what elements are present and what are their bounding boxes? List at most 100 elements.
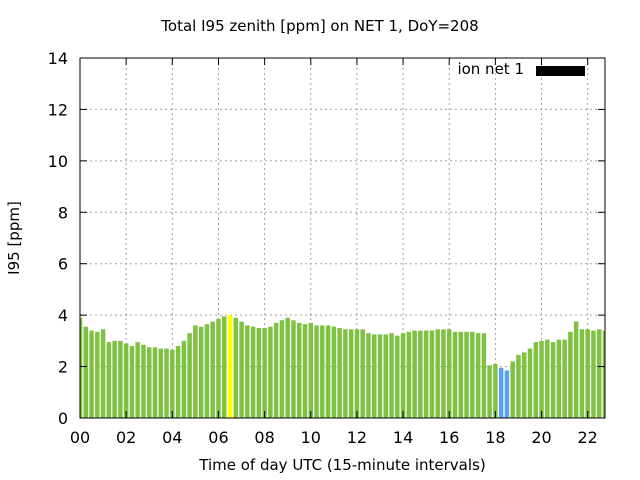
x-tick-label: 04 xyxy=(162,428,182,447)
bar xyxy=(245,325,250,418)
bar xyxy=(412,330,417,418)
bar xyxy=(268,326,273,418)
bar xyxy=(579,329,585,418)
bar xyxy=(158,348,164,418)
bar xyxy=(545,339,550,418)
bar xyxy=(233,317,239,418)
bar xyxy=(100,329,106,418)
chart-title: Total I95 zenith [ppm] on NET 1, DoY=208 xyxy=(161,17,479,35)
bar xyxy=(146,347,152,418)
bar xyxy=(291,320,296,418)
bar xyxy=(360,329,365,418)
bar xyxy=(325,325,331,418)
bar xyxy=(198,326,204,418)
bar xyxy=(366,333,371,418)
bar xyxy=(343,329,348,418)
bar xyxy=(337,328,342,418)
bar xyxy=(112,340,117,418)
y-tick-label: 10 xyxy=(48,152,68,171)
bar xyxy=(216,319,221,418)
bar xyxy=(221,316,227,418)
bar xyxy=(481,333,487,418)
plot-frame xyxy=(79,57,606,419)
bar xyxy=(152,347,158,418)
bar xyxy=(493,364,498,418)
y-tick-label: 14 xyxy=(48,49,68,68)
bar xyxy=(475,333,481,418)
x-tick-label: 18 xyxy=(485,428,505,447)
bar xyxy=(273,322,279,418)
bar xyxy=(452,331,458,418)
bar xyxy=(516,355,521,418)
bar xyxy=(389,333,394,418)
x-tick-label: 16 xyxy=(439,428,459,447)
bar xyxy=(302,324,308,418)
bar xyxy=(314,325,319,418)
bar xyxy=(170,349,175,418)
bar xyxy=(498,367,504,418)
bar xyxy=(210,321,215,418)
x-tick-label: 14 xyxy=(393,428,413,447)
bar xyxy=(135,342,140,418)
bar xyxy=(562,339,567,418)
y-tick-label: 6 xyxy=(58,255,68,274)
bar xyxy=(80,317,83,418)
bar xyxy=(510,361,515,418)
bar xyxy=(377,334,383,418)
bar xyxy=(129,346,135,418)
bar xyxy=(470,331,475,418)
bar xyxy=(568,331,573,418)
x-axis-label: Time of day UTC (15-minute intervals) xyxy=(199,456,486,474)
bar xyxy=(446,329,452,418)
bar xyxy=(441,329,446,418)
bar xyxy=(320,325,325,418)
bar xyxy=(423,330,429,418)
bar xyxy=(573,321,579,418)
x-tick-label: 06 xyxy=(208,428,228,447)
legend-swatch xyxy=(536,66,585,76)
bar xyxy=(596,329,602,418)
bar xyxy=(181,340,187,418)
y-tick-label: 0 xyxy=(58,409,68,428)
bar xyxy=(89,330,94,418)
bar xyxy=(95,331,100,418)
bar xyxy=(371,334,377,418)
x-tick-label: 00 xyxy=(70,428,90,447)
bar xyxy=(123,343,129,418)
bar xyxy=(348,329,354,418)
bar xyxy=(591,330,596,418)
x-tick-label: 02 xyxy=(116,428,136,447)
bar xyxy=(487,365,492,418)
bar xyxy=(527,348,533,418)
y-tick-label: 4 xyxy=(58,306,68,325)
y-tick-label: 12 xyxy=(48,100,68,119)
bar xyxy=(550,342,556,418)
bar xyxy=(187,333,192,418)
bar xyxy=(458,331,464,418)
bar xyxy=(279,320,285,418)
bar xyxy=(106,342,112,418)
bar xyxy=(331,326,337,418)
bar xyxy=(400,333,406,418)
bar xyxy=(602,330,605,418)
bar xyxy=(118,340,123,418)
bar xyxy=(556,339,562,418)
x-tick-label: 10 xyxy=(301,428,321,447)
bar xyxy=(383,334,389,418)
y-tick-label: 2 xyxy=(58,358,68,377)
bar xyxy=(406,331,412,418)
bar xyxy=(429,330,435,418)
bar xyxy=(308,322,314,418)
bar xyxy=(250,326,256,418)
bar xyxy=(256,328,262,418)
bar xyxy=(193,325,198,418)
bar xyxy=(504,370,510,418)
bar xyxy=(239,321,244,418)
bar xyxy=(175,346,181,418)
x-tick-label: 08 xyxy=(254,428,274,447)
bar xyxy=(539,340,544,418)
y-tick-label: 8 xyxy=(58,203,68,222)
x-tick-label: 12 xyxy=(347,428,367,447)
bar xyxy=(585,329,590,418)
